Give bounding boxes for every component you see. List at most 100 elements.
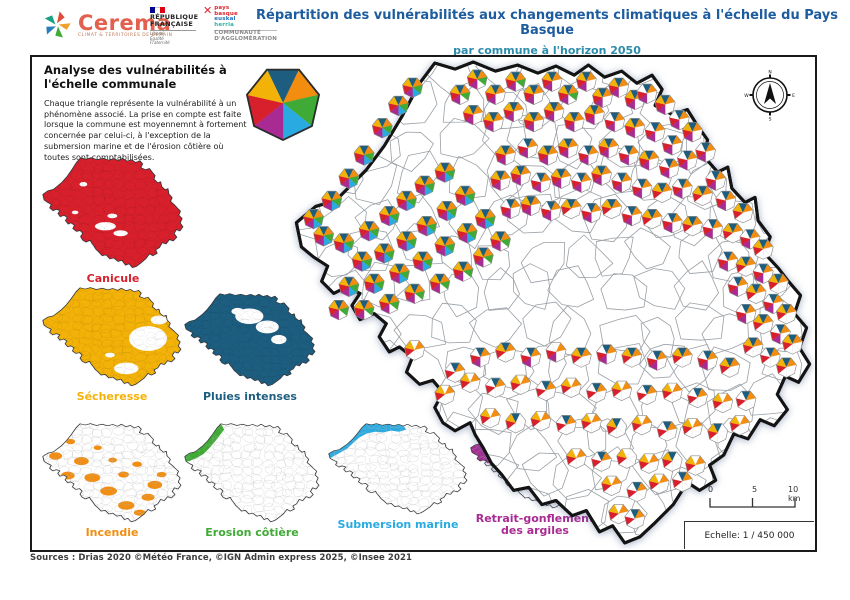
pb-line1: pays xyxy=(214,5,230,11)
commune-pie xyxy=(729,415,751,436)
commune-pie xyxy=(618,145,640,166)
commune-pie xyxy=(490,231,511,252)
republique-francaise-logo: RÉPUBLIQUE FRANÇAISE Liberté Égalité Fra… xyxy=(150,7,199,46)
mini-map-graphic-pluies xyxy=(184,293,316,387)
commune-pie xyxy=(592,87,613,109)
commune-pie xyxy=(745,283,767,305)
sources-text: Sources : Drias 2020 ©Météo France, ©IGN… xyxy=(30,553,412,563)
commune-pie xyxy=(396,231,417,252)
scale-5-label: 5 xyxy=(752,485,758,494)
commune-pie xyxy=(530,411,552,432)
commune-pie xyxy=(752,239,774,260)
commune-pie xyxy=(373,243,395,264)
commune-pie xyxy=(735,390,757,412)
commune-pie xyxy=(719,357,741,378)
commune-pie xyxy=(644,122,666,143)
commune-pie xyxy=(540,200,562,222)
scale-10-label: 10 km xyxy=(788,485,801,503)
commune-pie xyxy=(638,453,660,474)
commune-pie xyxy=(767,273,789,294)
commune-pie xyxy=(661,451,683,472)
commune-pie xyxy=(495,145,516,166)
commune-pie xyxy=(692,185,713,207)
mini-map-pluies: Pluies intenses xyxy=(184,293,316,403)
commune-pie xyxy=(601,475,622,496)
commune-pie xyxy=(541,71,563,92)
commune-pie xyxy=(735,304,757,325)
commune-pie xyxy=(557,138,579,159)
commune-pie xyxy=(328,299,350,321)
panel-body: Chaque triangle représente la vulnérabil… xyxy=(44,99,247,162)
commune-pie xyxy=(742,337,764,358)
commune-pie xyxy=(404,283,425,305)
commune-pie xyxy=(616,448,638,469)
commune-pie xyxy=(752,314,774,335)
commune-pie xyxy=(624,118,646,139)
rf-line1: RÉPUBLIQUE xyxy=(150,13,199,21)
rf-line2: FRANÇAISE xyxy=(150,20,194,28)
commune-pie xyxy=(697,350,718,371)
commune-pie xyxy=(456,223,478,244)
mini-map-incendie: Incendie xyxy=(42,423,182,539)
mini-map-label-secheresse: Sécheresse xyxy=(76,390,148,403)
compass-e-label: E xyxy=(792,93,795,99)
commune-pie xyxy=(436,200,458,222)
pb-line2: basque xyxy=(214,10,238,17)
commune-pie xyxy=(624,509,646,530)
commune-pie xyxy=(452,261,474,282)
commune-pie xyxy=(378,293,400,315)
commune-pie xyxy=(479,408,501,429)
commune-pie xyxy=(321,190,343,212)
scale-bar-graphic xyxy=(709,498,796,508)
commune-pie xyxy=(495,342,516,363)
commune-pie xyxy=(782,334,803,355)
commune-pie xyxy=(591,165,612,186)
commune-pie xyxy=(584,104,605,126)
commune-pie xyxy=(651,182,673,204)
commune-pie xyxy=(611,380,633,402)
commune-pie xyxy=(485,377,506,398)
commune-pie xyxy=(555,415,577,436)
commune-pie xyxy=(434,384,456,406)
commune-pie xyxy=(656,421,678,442)
commune-pie xyxy=(715,190,737,212)
commune-pie xyxy=(510,374,532,395)
mini-map-graphic-secheresse xyxy=(42,287,182,387)
commune-pie xyxy=(676,150,698,171)
echelle-box: Echelle: 1 / 450 000 xyxy=(684,521,814,549)
scale-0-label: 0 xyxy=(708,485,714,494)
commune-pie xyxy=(776,304,797,325)
commune-pie xyxy=(469,347,491,368)
commune-pie xyxy=(543,101,565,123)
mini-map-erosion: Erosion côtière xyxy=(184,423,320,539)
mini-map-graphic-submersion xyxy=(328,423,468,515)
commune-pie xyxy=(717,251,739,272)
commune-pie xyxy=(402,77,423,98)
pays-basque-logo: ✕ pays basque euskal herria COMMUNAUTÉ D… xyxy=(203,5,278,42)
commune-pie xyxy=(483,112,504,133)
commune-pie xyxy=(638,150,660,171)
mini-map-label-incendie: Incendie xyxy=(85,526,139,539)
commune-pie xyxy=(727,276,749,297)
commune-pie xyxy=(472,247,494,268)
commune-pie xyxy=(557,84,579,106)
commune-pie xyxy=(626,481,648,503)
commune-pie xyxy=(459,372,481,393)
mini-map-label-retrait: Retrait-gonflement des argiles xyxy=(475,512,595,538)
commune-pie xyxy=(636,83,658,104)
page-title: Répartition des vulnérabilités aux chang… xyxy=(256,8,838,38)
commune-pie xyxy=(581,202,602,224)
commune-pie xyxy=(338,276,360,297)
mini-map-label-canicule: Canicule xyxy=(86,272,140,285)
mini-map-graphic-canicule xyxy=(42,157,184,268)
commune-pie xyxy=(416,216,438,237)
commune-pie xyxy=(608,77,630,98)
commune-pie xyxy=(412,251,434,272)
commune-pie xyxy=(658,158,680,179)
compass-icon: N S W E xyxy=(744,70,795,122)
echelle-label: Echelle: 1 / 450 000 xyxy=(704,530,795,541)
map-frame: Analyse des vulnérabilités à l'échelle c… xyxy=(30,55,817,552)
commune-pie xyxy=(353,299,375,321)
commune-pie xyxy=(444,362,466,383)
commune-pie xyxy=(570,347,592,368)
